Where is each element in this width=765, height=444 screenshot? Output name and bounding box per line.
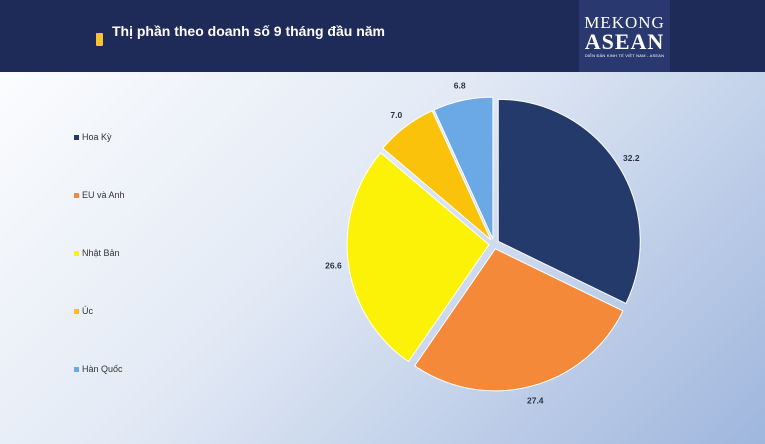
data-label: 6.8 bbox=[454, 81, 466, 91]
title-marker bbox=[96, 33, 103, 46]
logo-text-sub: DIỄN ĐÀN KINH TẾ VIỆT NAM - ASEAN bbox=[584, 53, 665, 58]
legend-swatch bbox=[74, 135, 79, 140]
logo-text-main: ASEAN bbox=[584, 29, 665, 54]
data-label: 7.0 bbox=[390, 110, 402, 120]
pie-slice bbox=[346, 152, 490, 363]
logo-text-top: MEKONG bbox=[584, 13, 665, 32]
pie-slice bbox=[497, 98, 641, 305]
legend-label: Úc bbox=[82, 306, 93, 316]
chart-title: Thị phần theo doanh số 9 tháng đầu năm bbox=[112, 23, 385, 39]
header-bar: Thị phần theo doanh số 9 tháng đầu năm M… bbox=[0, 0, 765, 72]
legend-label: Hoa Kỳ bbox=[82, 132, 112, 142]
pie-slice bbox=[382, 110, 492, 241]
legend-label: Nhật Bản bbox=[82, 248, 120, 258]
legend-swatch bbox=[74, 193, 79, 198]
data-label: 27.4 bbox=[527, 396, 544, 406]
legend-swatch bbox=[74, 251, 79, 256]
legend-swatch bbox=[74, 309, 79, 314]
legend-swatch bbox=[74, 367, 79, 372]
data-label: 32.2 bbox=[623, 153, 640, 163]
data-label: 26.6 bbox=[325, 260, 342, 270]
pie-slice bbox=[414, 248, 624, 392]
legend-label: EU và Anh bbox=[82, 190, 125, 200]
legend-label: Hàn Quốc bbox=[82, 364, 123, 374]
pie-slice bbox=[433, 96, 494, 240]
brand-logo: MEKONG ASEAN DIỄN ĐÀN KINH TẾ VIỆT NAM -… bbox=[579, 0, 670, 72]
